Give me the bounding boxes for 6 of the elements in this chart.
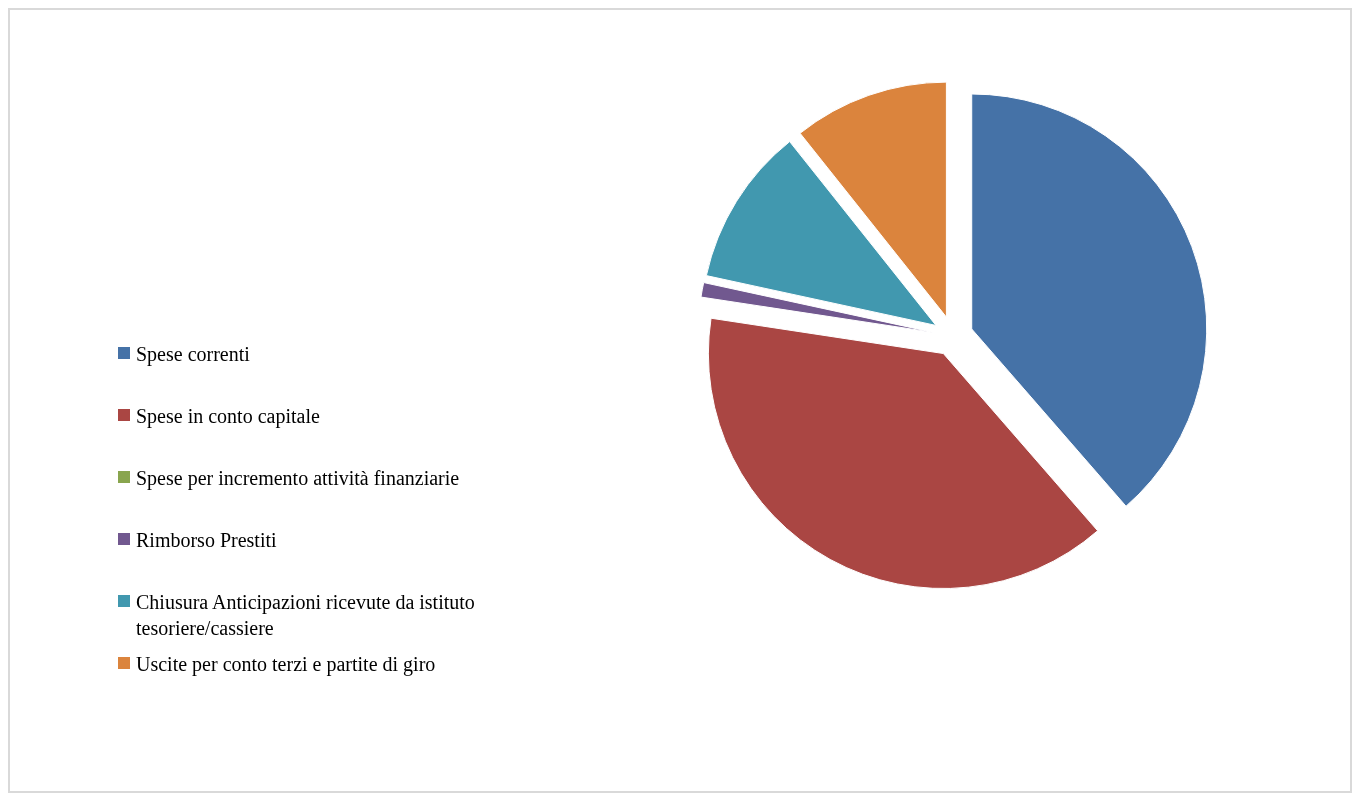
legend-label: Spese correnti bbox=[136, 343, 251, 366]
legend-label: Uscite per conto terzi e partite di giro bbox=[136, 653, 436, 676]
legend-label: Chiusura Anticipazioni ricevute da istituto tesoriere/cassiere bbox=[136, 591, 475, 639]
legend-label: Rimborso Prestiti bbox=[136, 529, 278, 551]
legend-label: Spese per incremento attività finanziarie bbox=[136, 467, 460, 490]
legend-label: Spese in conto capitale bbox=[136, 405, 320, 428]
